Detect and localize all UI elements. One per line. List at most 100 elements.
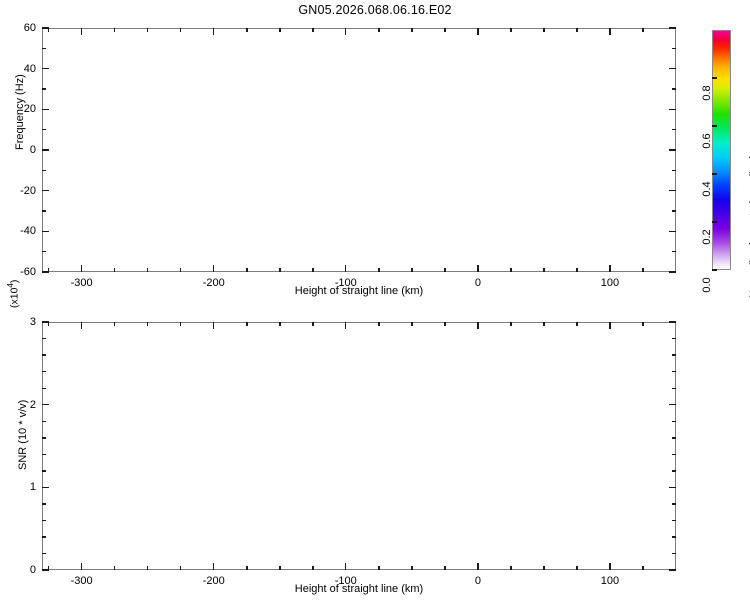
spectrogram-ytick-label: 20 [23,103,36,116]
spectrogram-ytick-minor [42,129,46,131]
snr-ytick-minor [42,337,46,340]
snr-ytick-label: 3 [29,316,36,328]
colorbar-tick [712,77,717,79]
colorbar-tick-label: 0.6 [701,133,713,149]
snr-ytick-right [669,321,676,323]
snr-y-exponent-paren: ) [8,279,21,284]
spectrogram-xtick-minor [411,268,413,272]
snr-ytick-minor-right [672,371,676,373]
snr-ytick-minor-right [672,470,676,472]
spectrogram-ytick-minor-right [672,169,676,172]
spectrogram-xtick-minor-top [543,28,545,32]
snr-xtick-minor-top [279,322,281,326]
spectrogram-xtick-minor-top [411,28,413,32]
spectrogram-xtick [80,265,83,272]
spectrogram-xtick-minor-top [48,28,50,32]
spectrogram-xtick-minor [48,268,50,272]
snr-xtick-minor [48,566,50,570]
spectrogram-xtick-minor-top [147,28,149,32]
snr-xtick-minor [411,566,413,570]
figure-title: GN05.2026.068.06.16.E02 [298,3,452,17]
snr-xtick-minor-top [312,322,314,326]
spectrogram-ytick [42,67,49,70]
spectrogram-xtick [609,265,611,272]
snr-xtick [80,563,83,570]
spectrogram-ytick-label: -60 [20,266,36,278]
snr-ytick-minor [42,470,46,472]
snr-xtick-minor-top [180,322,182,326]
spectrogram-xtick-minor-top [279,28,281,32]
spectrogram-ytick-minor-right [672,251,676,253]
spectrogram-y-axis-title: Frequency (Hz) [14,74,26,150]
spectrogram-ytick-right [669,27,676,29]
snr-xtick-minor [147,566,149,570]
spectrogram-xtick-minor [444,268,446,272]
spectrogram-xtick-minor [510,268,512,272]
spectrogram-ytick-right [669,67,676,70]
spectrogram-ytick-label: -40 [20,225,36,238]
spectrogram-xtick [477,265,479,272]
spectrogram-xtick-label: -100 [334,277,357,289]
snr-ytick-label: 0 [29,564,36,576]
snr-ytick-minor [42,354,46,356]
snr-ytick [42,486,49,489]
colorbar-tick [712,269,717,271]
spectrogram-ytick-label: -20 [20,184,36,197]
spectrogram-ytick-minor-right [672,210,676,212]
snr-ytick-minor [42,371,46,373]
snr-xtick-minor-top [147,322,149,326]
spectrogram-xtick-minor [642,268,644,272]
colorbar [712,30,731,270]
spectrogram-ytick [42,189,49,192]
colorbar-tick-label: 0.0 [701,277,713,293]
snr-ytick-minor [42,519,46,522]
snr-ytick-minor-right [672,337,676,340]
snr-xtick-minor [312,566,314,570]
spectrogram-xtick [213,265,215,272]
snr-axes-frame [42,322,676,570]
snr-xtick-label: 100 [600,575,620,587]
snr-xtick-top [609,322,611,329]
spectrogram-xtick-minor-top [576,28,578,32]
snr-ytick [42,403,49,406]
snr-xtick-top [477,322,479,329]
spectrogram-ytick-minor [42,169,46,172]
spectrogram-xtick-top [609,28,611,35]
spectrogram-xtick-minor-top [378,28,380,32]
spectrogram-xtick-label: -300 [70,277,93,289]
spectrogram-xtick [345,265,347,272]
spectrogram-ytick [42,230,49,233]
snr-y-exponent: (x104) [6,280,21,308]
spectrogram-ytick-minor [42,210,46,212]
spectrogram-ytick [42,271,49,273]
colorbar-tick-label: 0.4 [701,181,713,197]
spectrogram-ytick-label: 60 [23,22,36,34]
colorbar-gradient [713,31,730,269]
spectrogram-xtick-minor [576,268,578,272]
snr-ytick [42,321,49,323]
snr-xtick-minor [444,566,446,570]
snr-ytick [42,569,49,571]
colorbar-tick [712,125,717,127]
snr-ytick-right [669,403,676,406]
spectrogram-xtick-minor [312,268,314,272]
snr-ytick-minor-right [672,453,676,456]
spectrogram-xtick-top [477,28,479,35]
snr-ytick-minor-right [672,503,676,505]
snr-xtick-minor [510,566,512,570]
snr-xtick [477,563,479,570]
spectrogram-ytick-label: 0 [29,144,36,156]
snr-xtick-top [213,322,215,329]
spectrogram-xtick-top [345,28,347,35]
snr-x-axis-title: Height of straight line (km) [294,583,424,595]
snr-ytick-minor [42,536,46,538]
snr-xtick-label: -100 [334,575,357,587]
spectrogram-ytick-right [669,149,676,151]
spectrogram-xtick-minor-top [246,28,248,32]
snr-ytick-minor-right [672,387,676,389]
snr-y-exponent-power: 4 [6,283,15,288]
spectrogram-xtick-minor [279,268,281,272]
spectrogram-xtick-minor [378,268,380,272]
spectrogram-xtick-minor [180,268,182,272]
